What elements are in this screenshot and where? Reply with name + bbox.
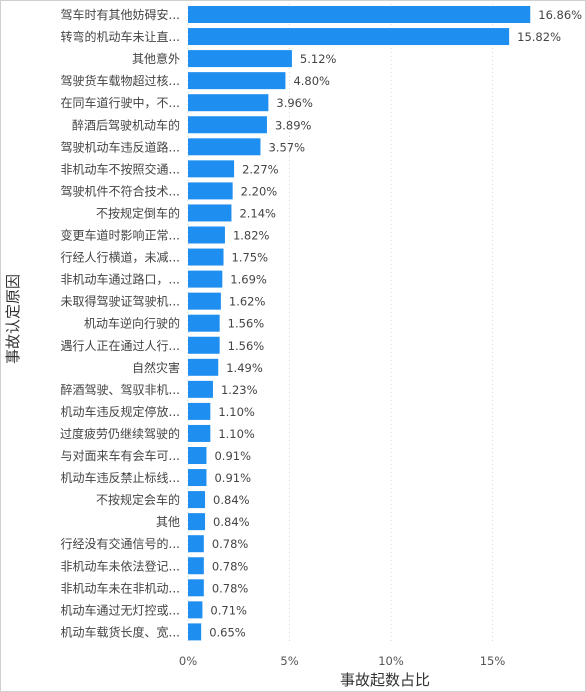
bar[interactable] [188,535,204,553]
value-label: 0.65% [209,625,246,639]
x-tick-label: 0% [179,654,197,668]
y-axis-title: 事故认定原因 [4,274,22,364]
category-label: 非机动车不按照交通... [61,161,180,176]
category-label: 机动车违反规定停放... [61,404,180,419]
value-label: 1.62% [229,295,266,309]
category-label: 非机动车未在非机动... [61,580,180,595]
value-label: 1.56% [228,317,265,331]
bar[interactable] [188,601,203,619]
category-label: 驾车时有其他妨碍安... [61,7,180,22]
bar[interactable] [188,72,286,90]
bar[interactable] [188,402,211,420]
value-label: 16.86% [538,8,582,22]
value-label: 1.10% [218,427,255,441]
category-label: 非机动车通过路口，... [61,272,180,287]
x-axis-ticks: 0% 5% 10% 15% [179,654,505,668]
x-axis-title: 事故起数占比 [340,671,430,689]
bar[interactable] [188,138,261,156]
value-label: 0.78% [212,537,249,551]
value-label: 2.20% [241,184,278,198]
bar[interactable] [188,314,220,332]
category-label: 在同车道行驶中，不... [61,95,180,110]
bar[interactable] [188,182,233,200]
value-labels: 16.86% 15.82% 5.12% 4.80% 3.96% 3.89% 3.57% 2.2… [209,8,582,639]
category-label: 转弯的机动车未让直... [61,29,180,44]
bar[interactable] [188,380,213,398]
category-label: 驾驶机动车违反道路... [61,139,180,154]
bar[interactable] [188,557,204,575]
value-label: 0.78% [212,581,249,595]
value-label: 2.14% [239,206,276,220]
category-label: 机动车逆向行驶的 [84,316,180,331]
category-label: 与对面来车有会车可... [61,448,180,463]
category-label: 未取得驾驶证驾驶机... [61,294,180,309]
category-label: 过度疲劳仍继续驾驶的 [60,426,180,441]
bars [188,6,531,641]
bar[interactable] [188,579,204,597]
value-label: 1.23% [221,383,258,397]
bar[interactable] [188,491,206,509]
category-label: 自然灾害 [132,360,180,375]
category-label: 醉酒后驾驶机动车的 [72,117,180,132]
category-label: 不按规定倒车的 [96,205,180,220]
bar[interactable] [188,226,225,244]
value-label: 0.91% [214,449,251,463]
value-label: 1.56% [228,339,265,353]
category-label: 机动车通过无灯控或... [61,602,180,617]
x-tick-label: 5% [280,654,298,668]
value-label: 3.57% [268,140,305,154]
category-label: 行经人行横道，未减... [61,251,180,265]
bar[interactable] [188,50,292,68]
bar[interactable] [188,358,219,376]
category-labels: 驾车时有其他妨碍安... 转弯的机动车未让直... 其他意外驾驶货车载物超过核...… [60,7,180,639]
value-label: 15.82% [517,30,561,44]
value-label: 0.91% [214,471,251,485]
value-label: 0.71% [210,603,247,617]
bar[interactable] [188,160,235,178]
category-label: 醉酒驾驶、驾驭非机... [61,382,180,397]
bar[interactable] [188,513,206,531]
bar[interactable] [188,292,221,310]
value-label: 3.89% [275,118,312,132]
bar[interactable] [188,623,202,641]
category-label: 遇行人正在通过人行... [61,339,180,353]
bar[interactable] [188,94,269,112]
category-label: 机动车违反禁止标线... [61,470,180,485]
category-label: 驾驶货车载物超过核... [61,73,180,88]
value-label: 0.84% [213,515,250,529]
value-label: 1.75% [232,251,269,265]
bar[interactable] [188,336,220,354]
value-label: 2.27% [242,162,279,176]
value-label: 0.78% [212,559,249,573]
value-label: 4.80% [293,74,330,88]
value-label: 0.84% [213,493,250,507]
category-label: 驾驶机件不符合技术... [61,183,180,198]
category-label: 非机动车未依法登记... [61,558,180,573]
category-label: 变更车道时影响正常... [61,228,180,243]
value-label: 5.12% [300,52,337,66]
category-label: 其他 [156,515,180,529]
x-tick-label: 10% [378,654,404,668]
category-label: 机动车载货长度、宽... [61,624,180,639]
bar[interactable] [188,447,207,464]
bar[interactable] [188,28,510,46]
bar[interactable] [188,248,224,266]
value-label: 3.96% [276,96,313,110]
category-label: 行经没有交通信号的... [61,536,180,551]
category-label: 其他意外 [132,51,180,66]
bar[interactable] [188,270,223,288]
x-tick-label: 15% [480,654,506,668]
bar[interactable] [188,116,267,134]
value-label: 1.69% [230,273,267,287]
bar[interactable] [188,204,232,222]
bar[interactable] [188,424,211,442]
value-label: 1.10% [218,405,255,419]
bar[interactable] [188,6,531,23]
value-label: 1.82% [233,229,270,243]
value-label: 1.49% [226,361,263,375]
category-label: 不按规定会车的 [96,492,180,507]
bar[interactable] [188,469,207,487]
